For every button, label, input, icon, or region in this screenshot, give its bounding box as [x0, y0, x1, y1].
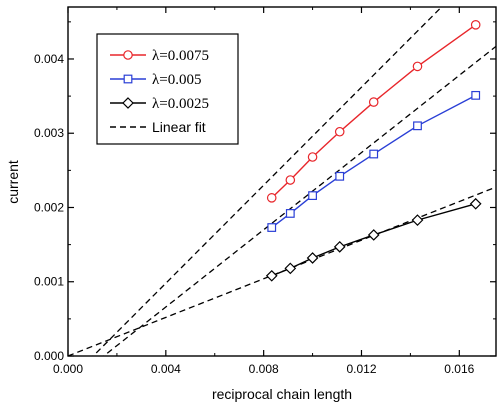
- series-2: [267, 90, 481, 232]
- legend-box: [96, 33, 239, 145]
- data-point: [367, 229, 380, 241]
- legend: λ=0.0075 λ=0.005 λ=0.0025 Linear fit: [96, 33, 239, 145]
- legend-marker: [122, 97, 134, 109]
- legend-label: λ=0.005: [152, 72, 201, 88]
- y-tick-label: 0.003: [34, 126, 64, 140]
- data-point: [335, 171, 345, 181]
- data-point: [267, 223, 277, 232]
- y-axis-label: current: [5, 160, 21, 204]
- legend-entry-2: λ=0.005: [110, 72, 201, 88]
- x-tick-label: 0.016: [444, 362, 474, 376]
- legend-entry-4: Linear fit: [110, 119, 206, 135]
- x-tick-label: 0.012: [346, 362, 376, 376]
- data-point: [265, 269, 278, 282]
- x-tick-label: 0.008: [249, 362, 279, 376]
- data-point: [334, 126, 345, 137]
- linear-fit-line-1: [92, 7, 443, 356]
- legend-entry-1: λ=0.0075: [110, 48, 209, 64]
- x-axis-label: reciprocal chain length: [212, 386, 352, 402]
- data-point: [306, 252, 319, 264]
- data-series: [265, 20, 482, 282]
- data-point: [469, 197, 482, 210]
- data-point: [368, 97, 379, 107]
- series-3: [265, 197, 482, 282]
- data-point: [285, 209, 295, 218]
- y-tick-label: 0.001: [34, 275, 64, 289]
- x-tick-label: 0.000: [53, 362, 83, 376]
- data-point: [369, 149, 379, 159]
- plot-frame: [67, 6, 497, 357]
- data-point: [284, 262, 297, 275]
- data-point: [307, 152, 318, 162]
- legend-marker: [123, 74, 133, 84]
- y-tick-label: 0.004: [34, 52, 64, 66]
- x-tick-label: 0.004: [151, 362, 181, 376]
- data-point: [333, 240, 346, 253]
- data-point: [411, 214, 424, 226]
- y-tick-label: 0.000: [34, 349, 64, 363]
- data-point: [413, 121, 422, 131]
- data-point: [471, 90, 481, 100]
- data-point: [285, 175, 296, 185]
- legend-label: λ=0.0075: [152, 48, 209, 64]
- series-1: [266, 20, 481, 203]
- legend-marker: [123, 50, 133, 60]
- legend-label: λ=0.0025: [152, 96, 209, 112]
- data-point: [412, 61, 423, 72]
- legend-entry-3: λ=0.0025: [110, 96, 209, 112]
- legend-label: Linear fit: [152, 119, 206, 135]
- axis-ticks: 0.000 0.004 0.008 0.012 0.016 0.000 0.001 0.002…: [34, 7, 496, 376]
- y-tick-label: 0.002: [34, 200, 64, 214]
- data-point: [470, 20, 481, 30]
- data-point: [266, 193, 277, 203]
- data-point: [308, 191, 317, 201]
- linear-fit-line-2: [102, 45, 496, 356]
